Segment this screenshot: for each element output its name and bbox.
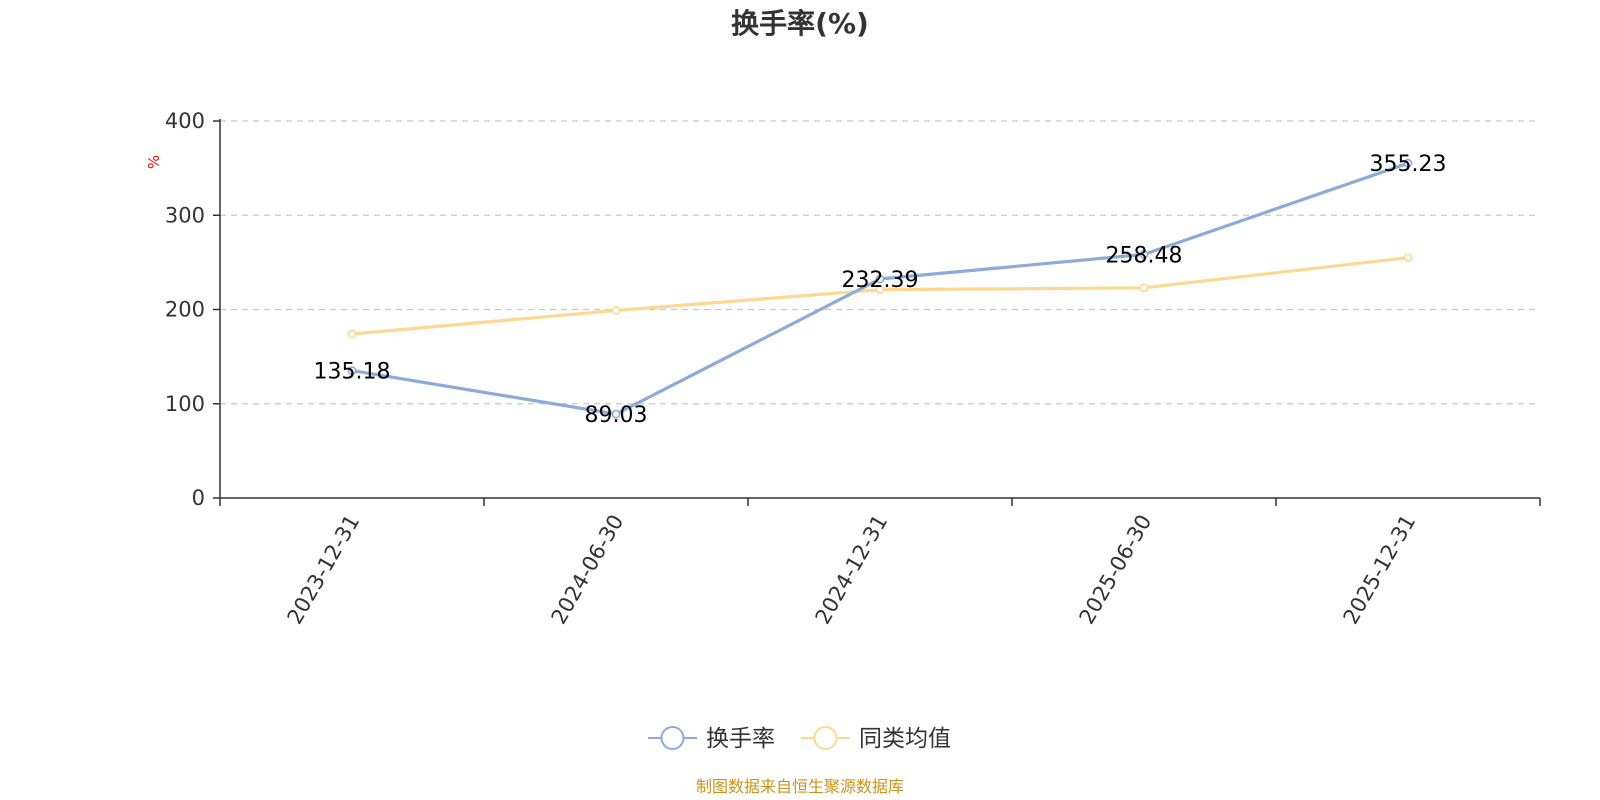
series-point-0 [1139, 249, 1149, 259]
y-tick-label: 300 [165, 203, 205, 227]
x-tick-label: 2024-12-31 [811, 511, 893, 629]
chart-title: 换手率(%) [731, 7, 869, 40]
y-tick-label: 400 [165, 109, 205, 133]
series-point-1 [1139, 283, 1149, 293]
series-point-0 [1403, 158, 1413, 168]
legend-label: 同类均值 [859, 726, 951, 752]
legend-item-1[interactable]: 同类均值 [801, 726, 951, 752]
y-tick-label: 200 [165, 298, 205, 322]
x-tick-label: 2023-12-31 [283, 511, 365, 629]
series [347, 158, 1413, 419]
data-label: 89.03 [585, 403, 648, 428]
legend[interactable]: 换手率 同类均值 [648, 726, 951, 752]
data-label: 355.23 [1370, 152, 1447, 177]
series-point-0 [611, 409, 621, 419]
series-point-1 [1403, 253, 1413, 263]
data-label: 135.18 [314, 360, 391, 385]
series-point-1 [875, 285, 885, 295]
legend-marker [660, 726, 685, 750]
data-labels: 135.18 89.03 232.39 258.48 355.23 [314, 152, 1447, 428]
y-axis-unit-label: % [145, 155, 163, 169]
data-label: 258.48 [1106, 243, 1183, 268]
series-point-0 [347, 366, 357, 375]
legend-marker [813, 726, 838, 750]
series-point-1 [611, 306, 621, 315]
x-tick-label: 2025-06-30 [1075, 511, 1157, 629]
y-tick-label: 0 [192, 486, 205, 510]
legend-item-0[interactable]: 换手率 [648, 726, 775, 752]
grid-lines [220, 120, 1540, 405]
y-tick-label: 100 [165, 392, 205, 416]
source-note: 制图数据来自恒生聚源数据库 [696, 777, 904, 796]
data-label: 232.39 [842, 268, 919, 293]
series-point-1 [347, 329, 357, 339]
series-point-0 [875, 274, 885, 284]
x-tick-label: 2024-06-30 [547, 511, 629, 629]
legend-label: 换手率 [706, 726, 775, 752]
x-tick-label: 2025-12-31 [1339, 511, 1421, 629]
